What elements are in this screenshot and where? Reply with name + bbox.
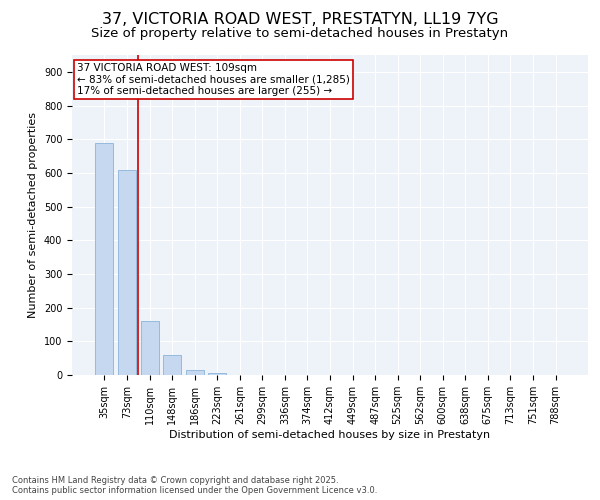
- Bar: [208, 374, 226, 375]
- Bar: [118, 170, 136, 375]
- Text: 37 VICTORIA ROAD WEST: 109sqm
← 83% of semi-detached houses are smaller (1,285)
: 37 VICTORIA ROAD WEST: 109sqm ← 83% of s…: [77, 63, 350, 96]
- Text: 37, VICTORIA ROAD WEST, PRESTATYN, LL19 7YG: 37, VICTORIA ROAD WEST, PRESTATYN, LL19 …: [101, 12, 499, 28]
- Bar: [163, 355, 181, 375]
- Bar: [140, 321, 158, 375]
- Y-axis label: Number of semi-detached properties: Number of semi-detached properties: [28, 112, 38, 318]
- Bar: [95, 142, 113, 375]
- Text: Contains HM Land Registry data © Crown copyright and database right 2025.
Contai: Contains HM Land Registry data © Crown c…: [12, 476, 377, 495]
- X-axis label: Distribution of semi-detached houses by size in Prestatyn: Distribution of semi-detached houses by …: [169, 430, 491, 440]
- Text: Size of property relative to semi-detached houses in Prestatyn: Size of property relative to semi-detach…: [91, 28, 509, 40]
- Bar: [185, 370, 204, 375]
